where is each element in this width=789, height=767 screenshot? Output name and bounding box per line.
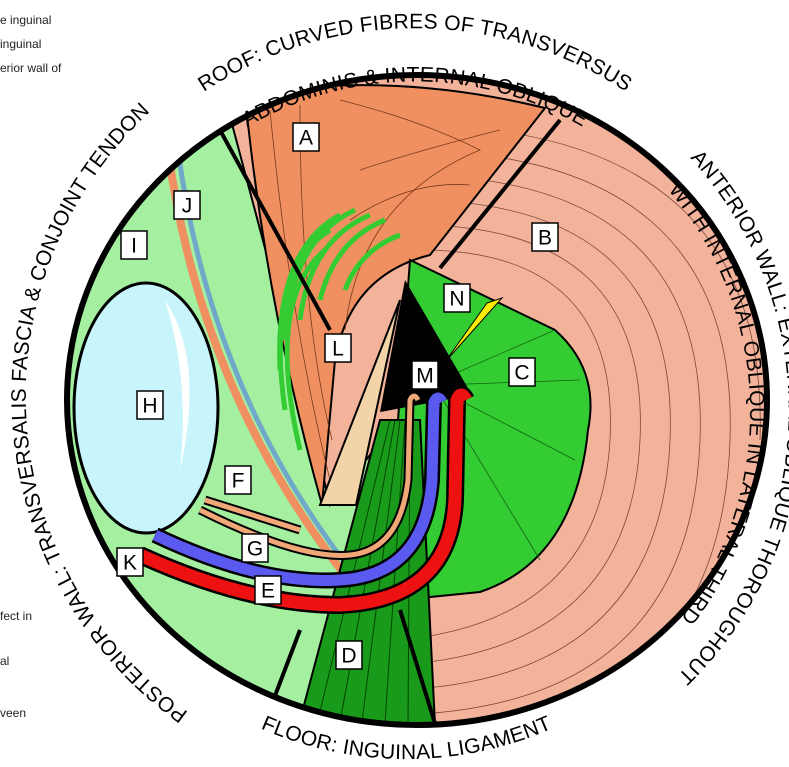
marker-letter: N xyxy=(449,288,464,311)
marker-letter: D xyxy=(341,645,356,668)
marker-letter: B xyxy=(538,227,552,250)
marker-letter: E xyxy=(261,580,275,603)
marker: F xyxy=(225,466,251,494)
marker: L xyxy=(325,334,351,362)
marker: N xyxy=(444,284,470,312)
marker-letter: H xyxy=(142,395,157,418)
marker-letter: M xyxy=(416,365,434,388)
marker-letter: J xyxy=(182,195,193,218)
marker-letter: F xyxy=(232,470,245,493)
side-text: inguinal xyxy=(0,37,41,51)
inguinal-canal-diagram: e inguinal inguinal erior wall of fect i… xyxy=(0,0,789,767)
marker-letter: I xyxy=(131,235,137,258)
marker: I xyxy=(121,231,147,259)
marker: D xyxy=(336,641,362,669)
marker: J xyxy=(174,191,200,219)
marker: B xyxy=(532,223,558,251)
marker: K xyxy=(117,548,143,576)
side-text: e inguinal xyxy=(0,13,51,27)
side-text: erior wall of xyxy=(0,61,62,75)
marker-letter: L xyxy=(332,338,344,361)
marker: G xyxy=(242,534,268,562)
marker-letter: C xyxy=(514,362,529,385)
marker-letter: K xyxy=(123,552,137,575)
marker-letter: G xyxy=(247,538,263,561)
side-text: al xyxy=(0,654,9,668)
marker: M xyxy=(412,361,438,389)
side-text: fect in xyxy=(0,609,32,623)
marker-letter: A xyxy=(299,127,313,150)
marker: C xyxy=(509,358,535,386)
marker: A xyxy=(293,123,319,151)
side-text: veen xyxy=(0,706,26,720)
marker: E xyxy=(255,576,281,604)
marker: H xyxy=(137,391,163,419)
